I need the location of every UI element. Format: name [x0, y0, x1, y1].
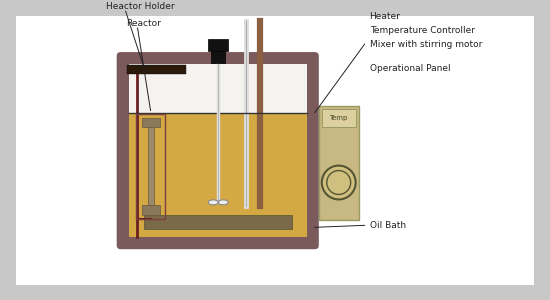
Bar [136, 113, 166, 219]
Text: Reactor: Reactor [125, 19, 161, 28]
Ellipse shape [208, 200, 218, 205]
Bar [144, 215, 292, 229]
Text: Temperature Controller: Temperature Controller [370, 26, 475, 35]
Text: Mixer with stirring motor: Mixer with stirring motor [370, 40, 482, 49]
Bar [211, 51, 225, 63]
Bar [147, 128, 153, 205]
Text: Operational Panel: Operational Panel [370, 64, 450, 73]
Bar [126, 65, 186, 74]
Bar [129, 112, 307, 237]
Bar [208, 39, 228, 51]
Text: Oil Bath: Oil Bath [370, 221, 406, 230]
Bar [322, 109, 356, 127]
Circle shape [322, 166, 356, 200]
Bar [141, 205, 159, 215]
Bar [129, 64, 307, 112]
Bar [319, 106, 359, 220]
FancyBboxPatch shape [117, 52, 319, 249]
Ellipse shape [218, 200, 228, 205]
Text: Temp: Temp [329, 115, 348, 121]
Text: Heater: Heater [370, 12, 400, 21]
Bar [141, 118, 159, 128]
Text: Heactor Holder: Heactor Holder [106, 2, 174, 11]
